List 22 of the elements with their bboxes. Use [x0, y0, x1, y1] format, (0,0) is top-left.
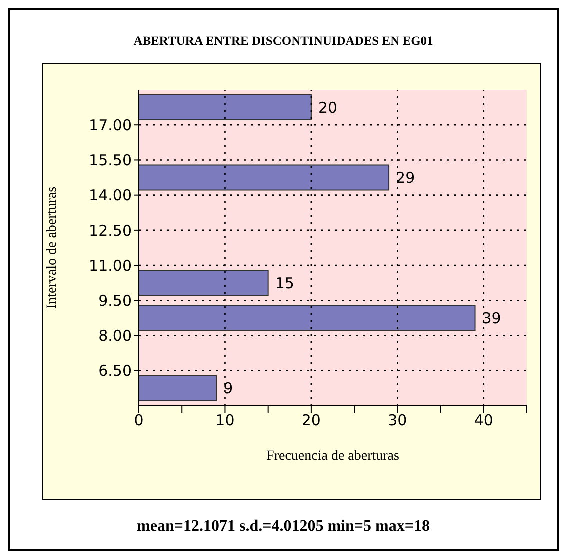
- x-axis-title: Frecuencia de aberturas: [266, 449, 400, 464]
- x-tick-label: 30: [388, 412, 408, 430]
- y-tick-label: 8.00: [98, 327, 132, 346]
- y-tick-label: 14.00: [89, 186, 132, 205]
- data-label: 15: [275, 274, 294, 292]
- y-axis-title: Intervalo de aberturas: [44, 186, 60, 310]
- data-label: 9: [224, 380, 234, 398]
- x-tick-label: 20: [302, 412, 321, 430]
- data-label: 29: [396, 169, 416, 188]
- y-tick-label: 6.50: [98, 362, 132, 380]
- y-tick-label: 11.00: [89, 256, 132, 275]
- data-label: 39: [482, 309, 502, 328]
- y-tick-label: 9.50: [98, 292, 132, 310]
- chart-title: ABERTURA ENTRE DISCONTINUIDADES EN EG01: [132, 34, 434, 49]
- y-tick-label: 15.50: [89, 152, 132, 170]
- y-tick-label: 17.00: [89, 116, 132, 134]
- x-tick-label: 10: [216, 412, 235, 430]
- y-tick-label: 12.50: [89, 222, 132, 240]
- x-tick-label: 40: [474, 412, 494, 430]
- data-label: 20: [318, 98, 338, 117]
- text: mean=12.1071 s.d.=4.01205 min=5 max=18: [136, 518, 431, 536]
- x-tick-label: 0: [134, 412, 144, 430]
